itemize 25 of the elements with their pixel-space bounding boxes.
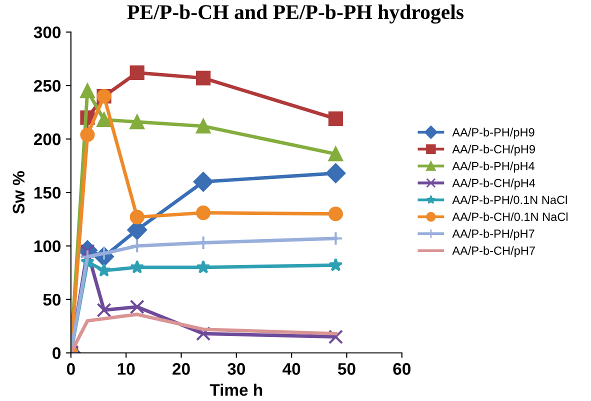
x-axis-title: Time h [210, 384, 262, 396]
x-tick-label: 20 [172, 363, 190, 375]
y-tick-label: 200 [34, 133, 61, 146]
x-tick-label: 10 [118, 363, 135, 375]
legend-label: AA/P-b-CH/pH7 [452, 246, 535, 258]
legend-label: AA/P-b-PH/pH7 [452, 229, 534, 240]
y-axis-title: Sw % [12, 171, 25, 214]
legend-label: AA/P-b-PH/pH4 [452, 162, 534, 173]
y-tick-label: 300 [34, 26, 61, 38]
x-tick-label: 0 [66, 363, 75, 375]
x-tick-label: 60 [393, 363, 410, 375]
x-tick-label: 40 [282, 363, 300, 375]
legend-label: AA/P-b-CH/0.1N NaCl [452, 212, 568, 222]
y-tick-label: 250 [34, 80, 61, 92]
y-tick-label: 0 [52, 347, 61, 360]
y-tick-label: 100 [34, 240, 61, 252]
legend-label: AA/P-b-CH/pH4 [452, 178, 536, 190]
y-tick-label: 50 [43, 294, 61, 306]
legend-label: AA/P-b-PH/0.1N NaCl [452, 195, 567, 204]
x-tick-label: 30 [228, 363, 245, 375]
chart-title: PE/P-b-CH and PE/P-b-PH hydrogels [127, 4, 464, 24]
legend-label: AA/P-b-PH/pH9 [452, 128, 534, 139]
legend-label: AA/P-b-CH/pH9 [452, 144, 535, 156]
x-tick-label: 50 [338, 363, 356, 375]
y-tick-label: 150 [34, 186, 61, 199]
